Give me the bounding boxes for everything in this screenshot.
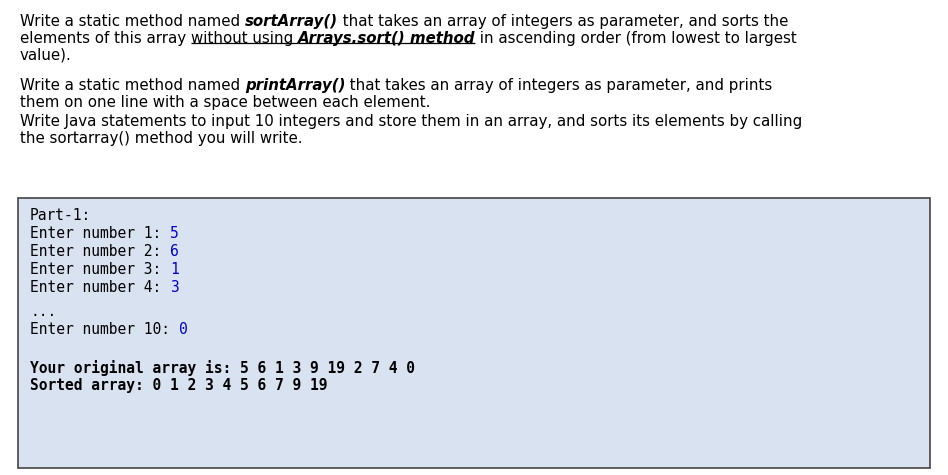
Text: without using: without using	[191, 31, 298, 46]
Text: Write a static method named: Write a static method named	[20, 14, 245, 29]
Text: 3: 3	[170, 280, 179, 295]
Text: the sortarray() method you will write.: the sortarray() method you will write.	[20, 131, 302, 146]
Text: Enter number 2:: Enter number 2:	[30, 244, 170, 259]
Text: Enter number 4:: Enter number 4:	[30, 280, 170, 295]
Text: that takes an array of integers as parameter, and sorts the: that takes an array of integers as param…	[338, 14, 789, 29]
Text: Enter number 3:: Enter number 3:	[30, 262, 170, 277]
Text: value).: value).	[20, 48, 72, 63]
Text: Enter number 10:: Enter number 10:	[30, 322, 179, 337]
Text: elements of this array: elements of this array	[20, 31, 191, 46]
Text: Write Java statements to input 10 integers and store them in an array, and sorts: Write Java statements to input 10 intege…	[20, 114, 802, 129]
Text: 6: 6	[170, 244, 179, 259]
Text: ...: ...	[30, 304, 56, 319]
Text: Arrays.sort() method: Arrays.sort() method	[298, 31, 475, 46]
Text: sortArray(): sortArray()	[245, 14, 338, 29]
Text: that takes an array of integers as parameter, and prints: that takes an array of integers as param…	[345, 78, 773, 93]
Text: Sorted array: 0 1 2 3 4 5 6 7 9 19: Sorted array: 0 1 2 3 4 5 6 7 9 19	[30, 378, 327, 393]
Text: 1: 1	[170, 262, 179, 277]
Text: 5: 5	[170, 226, 179, 241]
Text: in ascending order (from lowest to largest: in ascending order (from lowest to large…	[475, 31, 797, 46]
Text: Your original array is: 5 6 1 3 9 19 2 7 4 0: Your original array is: 5 6 1 3 9 19 2 7…	[30, 360, 415, 376]
Text: printArray(): printArray()	[245, 78, 345, 93]
Bar	[18, 198, 930, 468]
Text: Part-1:: Part-1:	[30, 208, 91, 223]
Text: 0: 0	[179, 322, 188, 337]
Text: Write a static method named: Write a static method named	[20, 78, 245, 93]
Text: Enter number 1:: Enter number 1:	[30, 226, 170, 241]
Text: them on one line with a space between each element.: them on one line with a space between ea…	[20, 95, 430, 110]
